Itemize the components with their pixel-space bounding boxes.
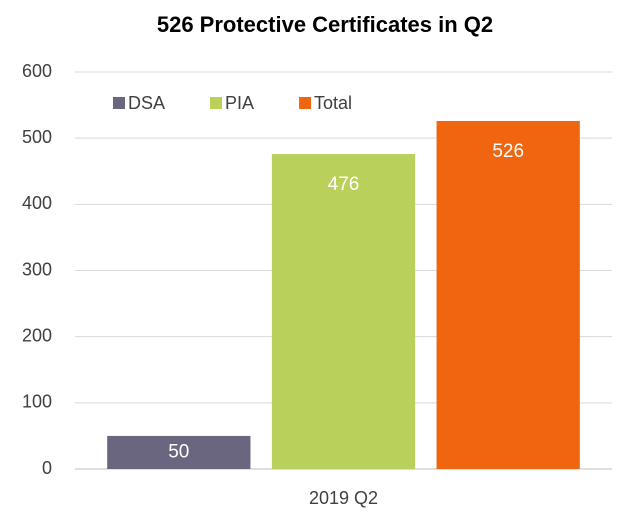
data-label: 526 xyxy=(492,141,524,162)
y-tick-label: 300 xyxy=(22,259,52,279)
legend-label: DSA xyxy=(128,93,165,113)
y-tick-label: 400 xyxy=(22,193,52,213)
y-tick-label: 600 xyxy=(22,61,52,81)
legend-label: PIA xyxy=(225,93,254,113)
y-tick-label: 100 xyxy=(22,392,52,412)
legend-swatch xyxy=(210,97,223,109)
y-tick-label: 0 xyxy=(42,458,52,478)
data-label: 476 xyxy=(328,174,360,195)
y-tick-label: 200 xyxy=(22,325,52,345)
legend-swatch xyxy=(299,97,312,109)
chart-title: 526 Protective Certificates in Q2 xyxy=(157,12,493,37)
bar xyxy=(107,435,251,469)
x-tick-label: 2019 Q2 xyxy=(309,488,378,508)
bar xyxy=(436,120,580,470)
y-tick-label: 500 xyxy=(22,127,52,147)
legend-swatch xyxy=(113,97,125,109)
legend-label: Total xyxy=(314,93,352,113)
bar xyxy=(271,154,416,469)
data-label: 50 xyxy=(168,441,189,462)
